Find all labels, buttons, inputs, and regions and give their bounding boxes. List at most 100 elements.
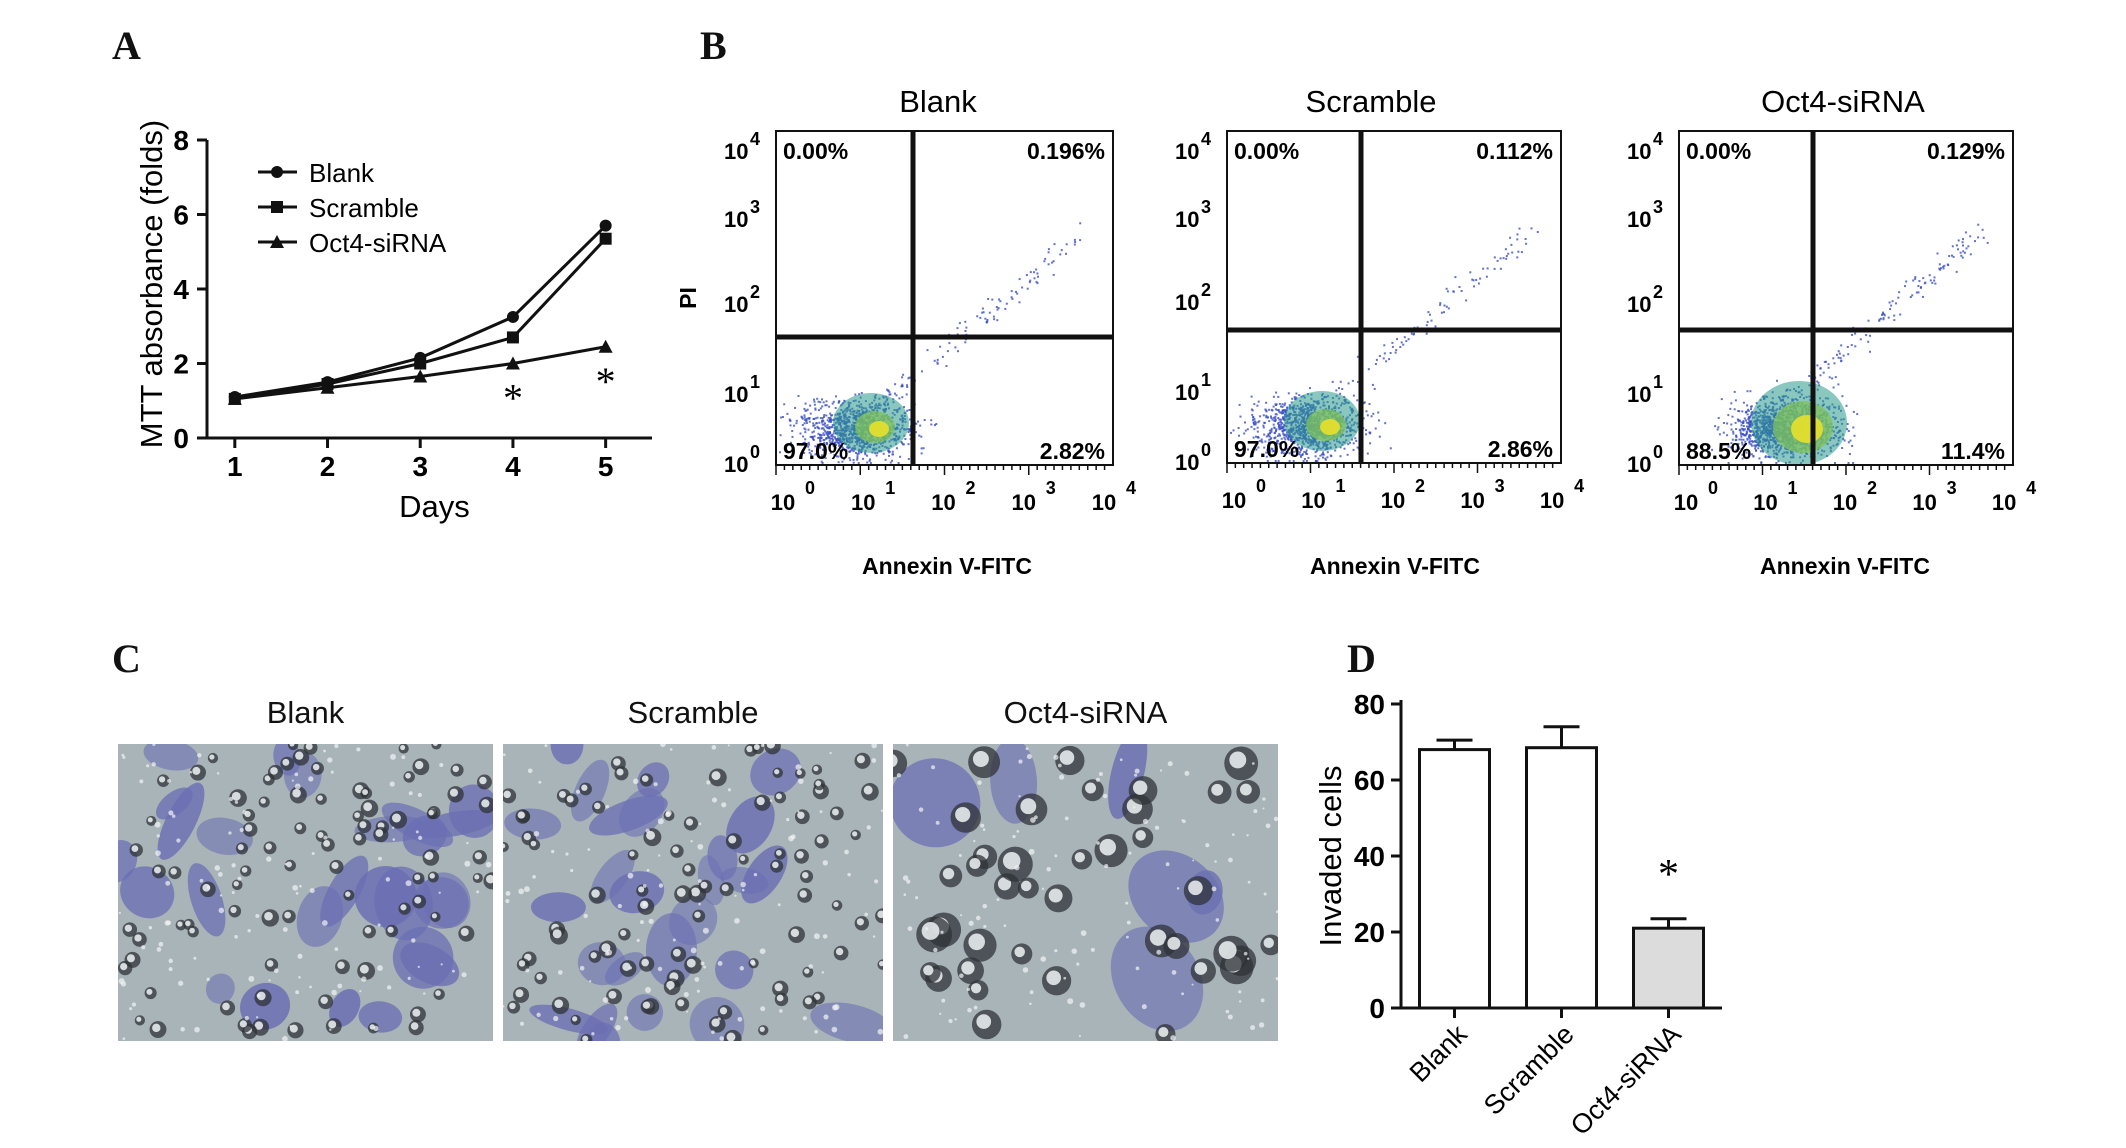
a-data-point <box>414 351 427 364</box>
d-bar-scramble <box>1525 746 1598 1010</box>
b-plot-title: Blank <box>899 84 977 119</box>
b-event-cloud <box>1230 227 1539 462</box>
d-bar-oct4-sirna <box>1632 926 1705 1010</box>
a-series-blank: Blank <box>228 158 612 404</box>
b-x-axis-label: Annexin V-FITC <box>1310 553 1480 579</box>
b-quadrant-upper-left: 0.00% <box>783 138 848 164</box>
b-y-tick-exponent: 3 <box>1201 197 1211 217</box>
b-quadrant-upper-right: 0.112% <box>1476 138 1553 164</box>
b-x-tick-label: 10 <box>771 490 795 515</box>
d-bar-blank <box>1418 748 1491 1010</box>
b-y-tick-exponent: 4 <box>1201 129 1211 149</box>
b-y-tick-exponent: 1 <box>750 372 760 392</box>
b-x-tick-label: 10 <box>1912 490 1936 515</box>
a-x-tick-label: 4 <box>505 451 521 482</box>
b-x-tick-exponent: 3 <box>1947 478 1957 498</box>
photo-title-scramble: Scramble <box>627 695 759 730</box>
b-y-tick-label: 10 <box>724 452 748 477</box>
b-x-tick-label: 10 <box>1011 490 1035 515</box>
b-y-tick-label: 10 <box>1627 382 1651 407</box>
a-legend-label: Blank <box>309 158 375 188</box>
b-quadrant-upper-right: 0.129% <box>1927 138 2005 164</box>
d-y-tick-label: 60 <box>1354 765 1385 796</box>
d-y-tick-label: 0 <box>1369 993 1385 1024</box>
b-x-tick-exponent: 3 <box>1495 476 1505 496</box>
a-data-point <box>321 376 334 389</box>
a-data-point <box>321 377 334 390</box>
d-y-axis-label: Invaded cells <box>1313 766 1348 947</box>
b-y-tick-label: 10 <box>1627 452 1651 477</box>
b-x-tick-label: 10 <box>1222 488 1246 513</box>
scramble-micrograph <box>503 744 883 1041</box>
a-series-line <box>234 345 606 401</box>
b-y-tick-label: 10 <box>1627 139 1651 164</box>
b-x-tick-label: 10 <box>1460 488 1484 513</box>
panel-letter-d: D <box>1347 636 1376 681</box>
a-x-tick-label: 2 <box>320 451 336 482</box>
b-quadrant-lower-right: 11.4% <box>1941 438 2005 464</box>
b-event-cloud <box>1711 223 1989 465</box>
b-x-tick-exponent: 0 <box>805 478 815 498</box>
b-y-tick-exponent: 0 <box>1653 442 1663 462</box>
b-quadrant-lower-right: 2.82% <box>1040 438 1105 464</box>
b-quadrant-lower-right: 2.86% <box>1488 436 1553 462</box>
a-y-tick-label: 0 <box>173 423 189 454</box>
b-y-tick-label: 10 <box>724 382 748 407</box>
a-data-point <box>599 219 612 232</box>
b-y-tick-label: 10 <box>1175 207 1199 232</box>
a-y-tick-label: 4 <box>173 274 189 305</box>
b-x-tick-exponent: 0 <box>1256 476 1266 496</box>
a-x-tick-label: 1 <box>227 451 243 482</box>
b-x-tick-label: 10 <box>1301 488 1325 513</box>
b-x-tick-exponent: 2 <box>1415 476 1425 496</box>
a-data-point <box>414 357 427 370</box>
b-y-tick-label: 10 <box>1175 450 1199 475</box>
b-y-tick-exponent: 0 <box>1201 440 1211 460</box>
a-legend-label: Oct4-siRNA <box>309 228 447 258</box>
a-series-oct4-sirna: Oct4-siRNA <box>227 228 613 405</box>
b-plot-title: Oct4-siRNA <box>1761 84 1925 119</box>
photo-title-oct4-sirna: Oct4-siRNA <box>1003 695 1168 730</box>
b-x-tick-exponent: 1 <box>885 478 895 498</box>
d-significance-mark: * <box>1658 852 1679 898</box>
b-y-tick-exponent: 3 <box>750 197 760 217</box>
a-series-line <box>234 237 607 401</box>
b-y-tick-label: 10 <box>724 292 748 317</box>
d-y-tick-label: 40 <box>1354 841 1385 872</box>
a-data-point <box>228 392 241 405</box>
b-x-tick-label: 10 <box>1992 490 2016 515</box>
oct4-sirna-micrograph <box>893 744 1278 1041</box>
b-x-tick-label: 10 <box>1753 490 1777 515</box>
b-plot-frame <box>1226 130 1562 464</box>
b-quadrant-upper-left: 0.00% <box>1686 138 1751 164</box>
a-data-point <box>599 232 612 245</box>
b-y-tick-exponent: 1 <box>1201 370 1211 390</box>
a-data-point <box>320 380 335 394</box>
b-x-tick-label: 10 <box>1381 488 1405 513</box>
b-x-axis-label: Annexin V-FITC <box>862 553 1032 579</box>
a-significance-mark: * <box>596 359 616 404</box>
a-y-tick-label: 8 <box>173 125 189 156</box>
b-y-tick-exponent: 3 <box>1653 197 1663 217</box>
photo-title-blank: Blank <box>266 695 345 730</box>
b-x-tick-exponent: 2 <box>1867 478 1877 498</box>
b-x-tick-label: 10 <box>1833 490 1857 515</box>
b-y-tick-label: 10 <box>1627 207 1651 232</box>
a-legend-marker <box>271 201 283 213</box>
b-y-tick-label: 10 <box>1175 380 1199 405</box>
b-y-tick-label: 10 <box>1627 292 1651 317</box>
b-plot-frame <box>775 130 1114 466</box>
b-x-tick-exponent: 3 <box>1046 478 1056 498</box>
a-y-tick-label: 6 <box>173 200 189 231</box>
blank-micrograph <box>118 744 493 1041</box>
b-y-tick-exponent: 0 <box>750 442 760 462</box>
panel-letter-c: C <box>112 636 141 681</box>
a-data-point <box>227 391 242 405</box>
a-data-point <box>598 339 613 353</box>
b-y-tick-label: 10 <box>1175 290 1199 315</box>
a-legend-marker <box>270 235 284 248</box>
a-y-tick-label: 2 <box>173 349 189 380</box>
b-x-tick-label: 10 <box>1092 490 1116 515</box>
b-x-tick-exponent: 4 <box>1126 478 1136 498</box>
